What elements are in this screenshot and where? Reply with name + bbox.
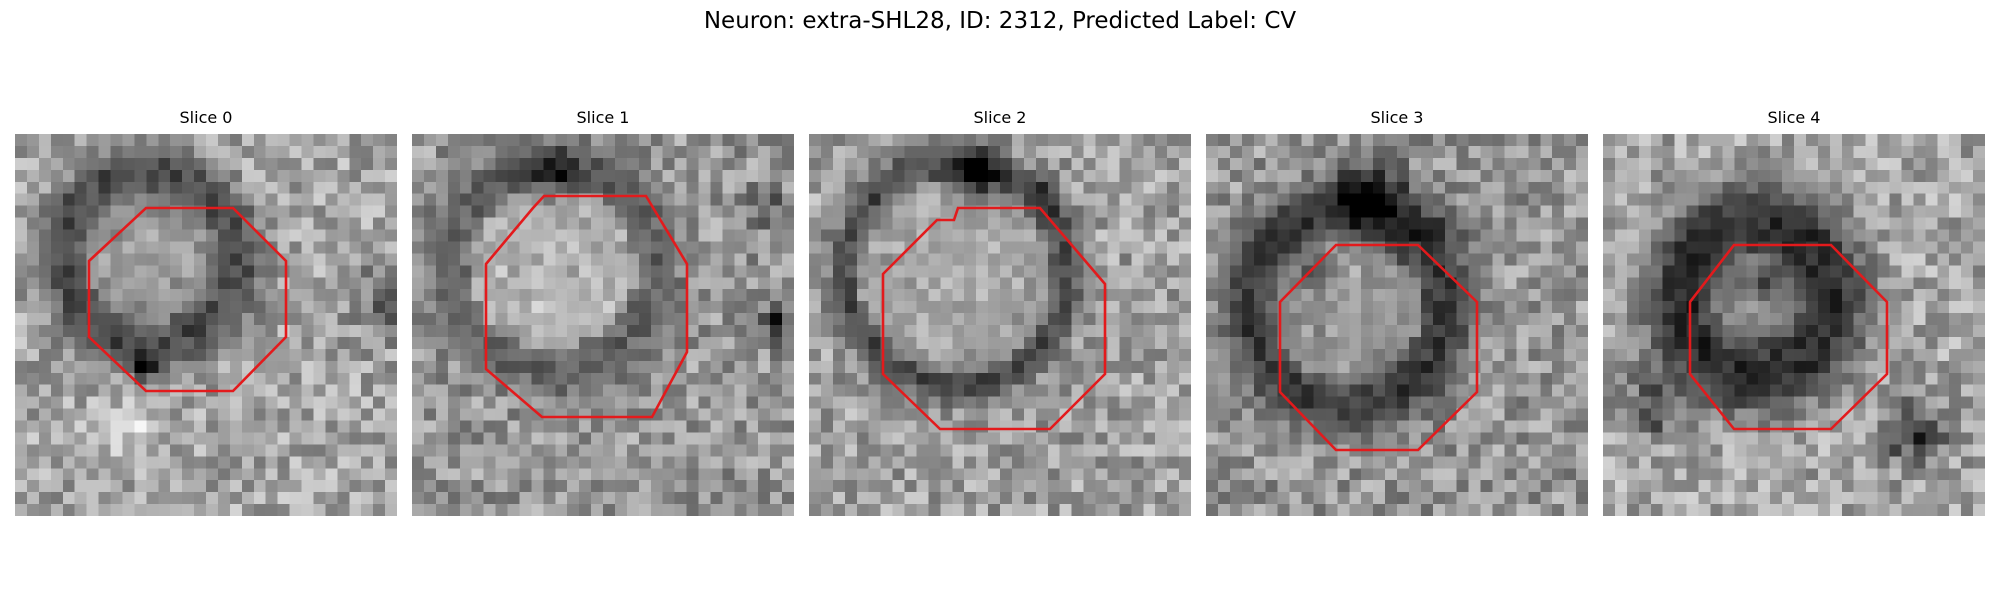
slice-title: Slice 4 <box>1767 108 1821 127</box>
figure-title: Neuron: extra-SHL28, ID: 2312, Predicted… <box>703 8 1297 34</box>
slice-image <box>1603 134 1985 516</box>
slice-panel-4: Slice 4 <box>1603 108 1985 520</box>
slice-image <box>412 134 794 516</box>
slice-panel-2: Slice 2 <box>809 108 1191 520</box>
slice-image <box>15 134 397 516</box>
slice-panel-0: Slice 0 <box>15 108 397 520</box>
slice-title: Slice 0 <box>179 108 233 127</box>
slice-title: Slice 2 <box>973 108 1027 127</box>
slice-image <box>1206 134 1588 516</box>
slice-image <box>809 134 1191 516</box>
slice-title: Slice 3 <box>1370 108 1424 127</box>
slice-panel-3: Slice 3 <box>1206 108 1588 520</box>
slice-panel-1: Slice 1 <box>412 108 794 520</box>
slice-title: Slice 1 <box>576 108 630 127</box>
